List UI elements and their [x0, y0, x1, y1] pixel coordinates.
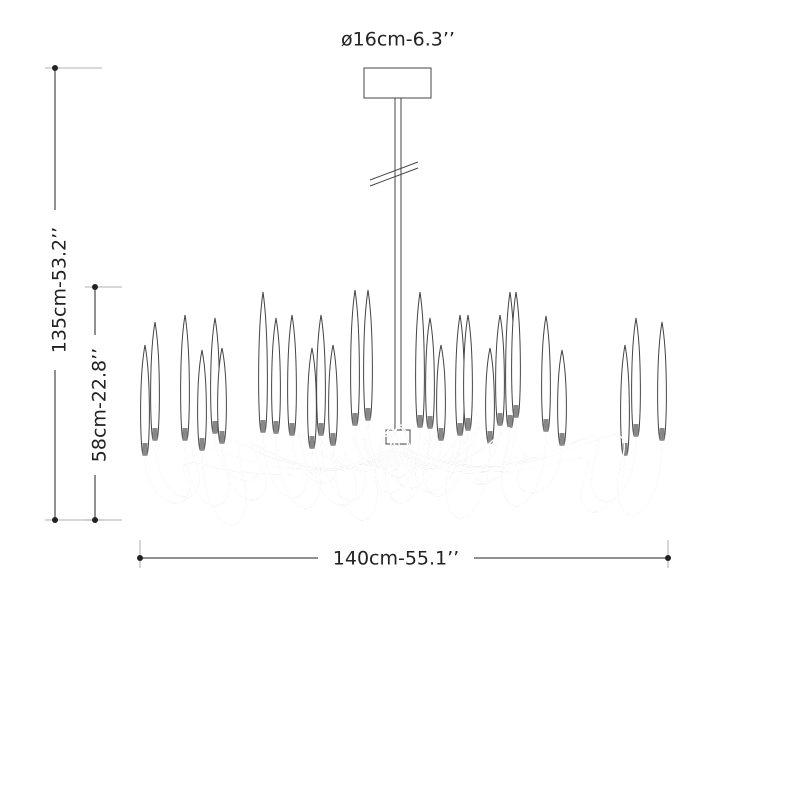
arm-inner — [221, 442, 405, 501]
canopy-diameter-label: ø16cm-6.3’’ — [341, 29, 455, 51]
candle-holder — [659, 428, 665, 440]
candle-holder — [273, 421, 279, 433]
arm-inner — [397, 434, 663, 516]
candle-holder — [507, 415, 513, 427]
arm-inner — [394, 444, 626, 513]
candle-holder — [438, 428, 444, 440]
arm-inner — [262, 431, 399, 499]
break-mark — [369, 161, 419, 181]
candle-holder — [543, 419, 549, 431]
candle-holder — [352, 413, 358, 425]
candle-holder — [465, 418, 471, 430]
candle-holder — [513, 405, 519, 417]
candle-holder — [622, 443, 628, 455]
label-bg — [85, 335, 107, 475]
candle-holder — [212, 421, 218, 433]
dimension-dot — [52, 65, 58, 71]
candle-holder — [199, 438, 205, 450]
candle-holder — [457, 423, 463, 435]
candle-holder — [559, 433, 565, 445]
candle-holder — [318, 423, 324, 435]
arm-inner — [385, 424, 431, 504]
candle-holder — [417, 415, 423, 427]
total-height-label: 135cm-53.2’’ — [49, 227, 71, 353]
arm-inner — [367, 419, 413, 478]
arm-inner — [354, 424, 400, 474]
arm-inner — [391, 427, 547, 507]
candle-holder — [309, 436, 315, 448]
arm-inner — [375, 426, 421, 494]
dimension-dot — [137, 555, 143, 561]
width-label: 140cm-55.1’’ — [333, 548, 459, 570]
candle-holder — [182, 428, 188, 440]
candle-holder — [289, 423, 295, 435]
break-mark — [369, 167, 419, 187]
candle-holder — [152, 428, 158, 440]
candle-holder — [365, 408, 371, 420]
arm-inner — [144, 444, 399, 504]
candle-holder — [633, 424, 639, 436]
hub — [385, 429, 411, 445]
arm-inner — [394, 416, 517, 484]
candle-holder — [142, 443, 148, 455]
canopy — [363, 67, 432, 99]
candle-holder — [260, 420, 266, 432]
label-bg — [318, 546, 474, 570]
body-height-label: 58cm-22.8’’ — [89, 348, 111, 462]
label-bg — [45, 210, 67, 370]
arm-inner — [201, 443, 399, 526]
candle-holder — [487, 431, 493, 443]
candle-holder — [427, 416, 433, 428]
dimension-dot — [92, 284, 98, 290]
dimension-dot — [665, 555, 671, 561]
arm-inner — [397, 426, 511, 485]
candle-holder — [497, 413, 503, 425]
arm-inner — [311, 444, 399, 506]
candle-holder — [330, 433, 336, 445]
dimension-dot — [92, 517, 98, 523]
arm-inner — [397, 444, 563, 494]
candle-holder — [219, 431, 225, 443]
dimension-dot — [52, 517, 58, 523]
chandelier-body — [140, 289, 667, 526]
